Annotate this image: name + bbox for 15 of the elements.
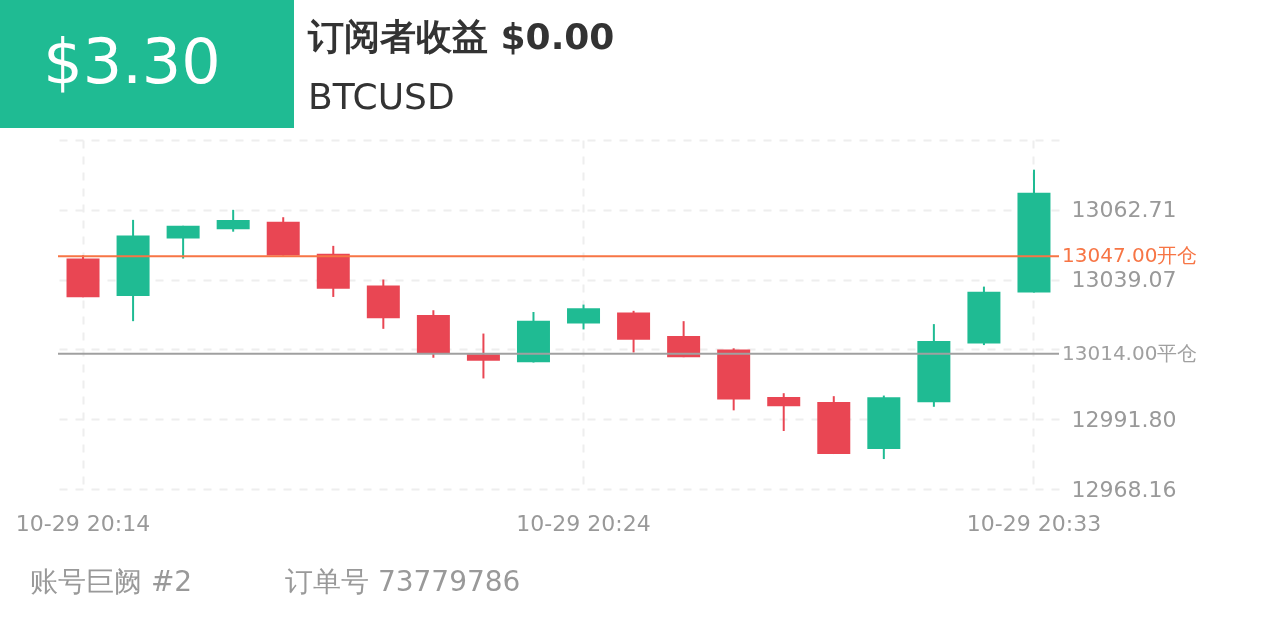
chart-title: 订阅者收益 $0.00	[307, 16, 615, 57]
candlestick	[767, 392, 801, 433]
chart-subtitle: BTCUSD	[308, 76, 455, 117]
x-tick-label: 10-29 20:14	[15, 510, 151, 536]
y-tick-label: 13062.71	[1071, 197, 1177, 223]
x-tick-label: 10-29 20:24	[516, 510, 651, 536]
x-tick-label: 10-29 20:33	[966, 510, 1102, 536]
ref-line-label: 13014.00平仓	[1062, 340, 1198, 365]
text: 订单号 73779786	[285, 565, 521, 598]
text: $3.30	[43, 25, 221, 98]
text: 账号巨阙 #2	[30, 565, 193, 598]
y-tick-label: 12968.16	[1071, 476, 1177, 502]
y-tick-label: 12991.80	[1071, 406, 1177, 432]
ref-line-label: 13047.00开仓	[1062, 243, 1198, 268]
y-tick-label: 13039.07	[1071, 267, 1177, 293]
